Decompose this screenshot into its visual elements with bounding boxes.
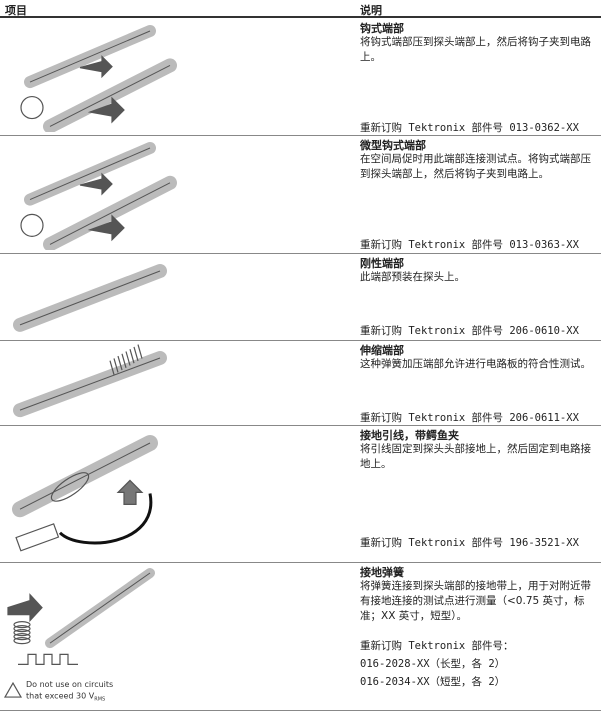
row-rule — [0, 562, 601, 563]
illustration: Do not use on circuits that exceed 30 VRM… — [0, 565, 180, 707]
item-description: 此端部预装在探头上。 — [360, 270, 592, 285]
detail-circle — [21, 97, 43, 119]
probe-outline — [20, 358, 160, 410]
illustration — [0, 21, 180, 132]
illustration — [0, 256, 180, 337]
probe-drawing — [20, 271, 160, 325]
item-description: 将弹簧连接到探头端部的接地带上，用于对附近带有接地连接的测试点进行测量（<0.7… — [360, 579, 592, 624]
item-description: 将引线固定到探头头部接地上，然后固定到电路接地上。 — [360, 442, 592, 472]
part-number: 重新订购 Tektronix 部件号 013-0363-XX — [360, 237, 600, 254]
probe-outline — [50, 573, 150, 643]
probe-outline — [50, 65, 170, 126]
detail-circle — [21, 214, 43, 236]
spring-coil — [14, 638, 30, 644]
warning-text: that exceed 30 V — [26, 691, 95, 700]
illustration — [0, 343, 180, 422]
item-title: 钩式端部 — [360, 20, 595, 36]
arrow — [118, 480, 142, 504]
item-title: 接地引线，带鳄鱼夹 — [360, 427, 595, 443]
spring-ring — [138, 345, 142, 359]
probe-drawing — [21, 148, 170, 244]
part-number: 重新订购 Tektronix 部件号 206-0610-XX — [360, 323, 600, 340]
probe-drawing — [21, 31, 170, 126]
row-rule — [0, 710, 601, 711]
probe-outline — [30, 148, 150, 200]
header-rule — [0, 16, 601, 18]
row-rule — [0, 253, 601, 254]
item-description: 在空间局促时用此端部连接测试点。将钩式端部压到探头端部上，然后将钩子夹到电路上。 — [360, 152, 592, 182]
part-number: 016-2028-XX（长型，各 2） — [360, 656, 600, 673]
row-rule — [0, 425, 601, 426]
probe-drawing — [5, 573, 150, 697]
item-title: 伸缩端部 — [360, 342, 595, 358]
item-description: 这种弹簧加压端部允许进行电路板的符合性测试。 — [360, 357, 592, 372]
probe-outline — [20, 271, 160, 325]
ground-lead — [60, 494, 151, 543]
row-rule — [0, 135, 601, 136]
spring-ring — [134, 347, 138, 361]
warning-text: Do not use on circuits — [26, 680, 113, 689]
item-title: 刚性端部 — [360, 255, 595, 271]
alligator-clip — [16, 524, 58, 551]
item-description: 将钩式端部压到探头端部上，然后将钩子夹到电路上。 — [360, 35, 592, 65]
row-rule — [0, 340, 601, 341]
warning-triangle — [5, 683, 21, 697]
warning-subscript: RMS — [94, 696, 105, 702]
part-number: 重新订购 Tektronix 部件号 196-3521-XX — [360, 535, 600, 552]
item-title: 微型钩式端部 — [360, 137, 595, 153]
item-title: 接地弹簧 — [360, 564, 595, 580]
probe-drawing — [20, 345, 160, 411]
part-number: 016-2034-XX（短型，各 2） — [360, 674, 600, 691]
arrow — [8, 595, 42, 621]
waveform — [18, 654, 78, 664]
warning-text: that exceed 30 VRMS — [26, 691, 105, 702]
illustration — [0, 428, 180, 559]
part-number: 重新订购 Tektronix 部件号： — [360, 638, 600, 655]
probe-outline — [50, 183, 170, 245]
probe-drawing — [16, 443, 151, 551]
illustration — [0, 138, 180, 250]
probe-outline — [30, 31, 150, 82]
